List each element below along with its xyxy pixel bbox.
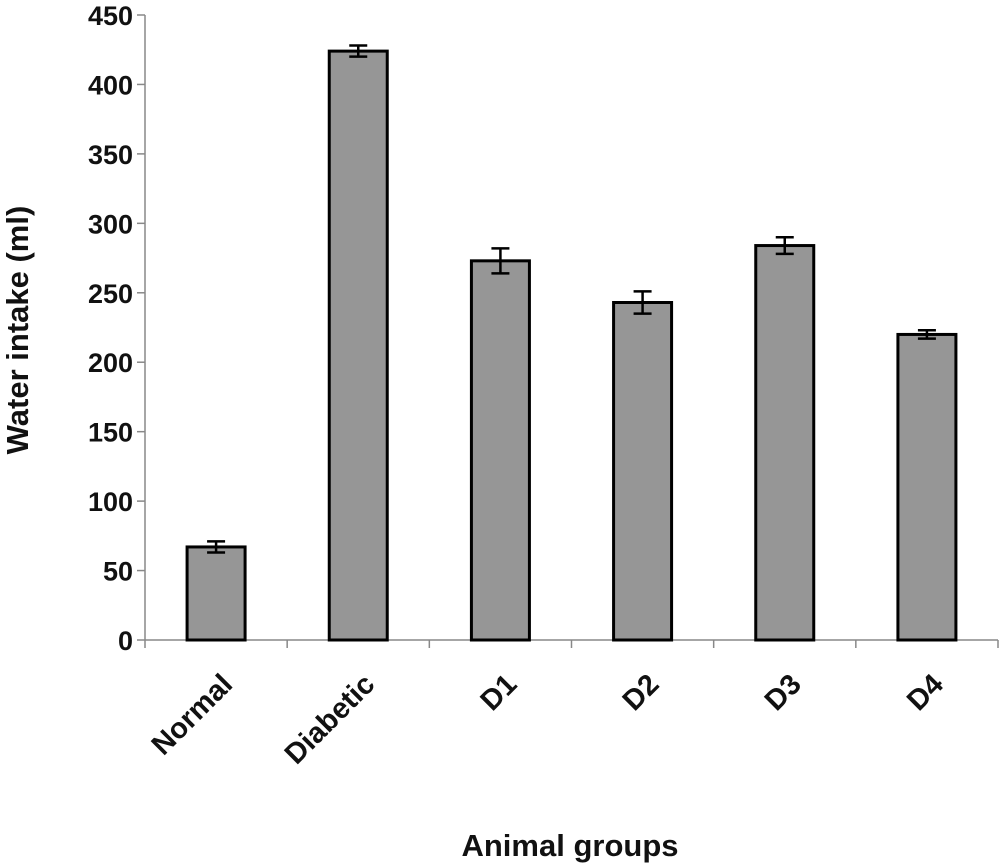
- bar-d4: [896, 332, 958, 642]
- y-tick-label: 250: [88, 279, 133, 309]
- y-tick-label: 150: [88, 418, 133, 448]
- x-axis-title: Animal groups: [461, 828, 678, 863]
- bars: [185, 49, 958, 642]
- y-tick-label: 450: [88, 1, 133, 31]
- y-tick-label: 300: [88, 209, 133, 239]
- y-tick-label: 200: [88, 348, 133, 378]
- y-axis-title: Water intake (ml): [0, 206, 35, 455]
- x-category-label: Normal: [146, 668, 239, 761]
- x-category-label: D4: [901, 668, 950, 717]
- x-category-label: D3: [759, 668, 808, 717]
- x-category-label: Diabetic: [279, 668, 381, 770]
- bar-diabetic: [327, 49, 389, 642]
- bar-normal: [185, 545, 247, 642]
- x-category-label: D1: [475, 668, 524, 717]
- y-tick-label: 50: [103, 557, 133, 587]
- bar-d1: [469, 259, 531, 642]
- bar-d3: [754, 244, 816, 642]
- y-axis: 0 50 100 150 200 250 300 350 400 450: [88, 1, 146, 656]
- x-axis: Normal Diabetic D1 D2 D3 D4: [144, 639, 999, 771]
- y-tick-label: 100: [88, 487, 133, 517]
- error-bars: [207, 44, 936, 554]
- x-category-label: D2: [617, 668, 666, 717]
- y-tick-label: 400: [88, 70, 133, 100]
- y-tick-label: 350: [88, 140, 133, 170]
- bar-d2: [612, 301, 674, 642]
- y-tick-label: 0: [118, 626, 133, 656]
